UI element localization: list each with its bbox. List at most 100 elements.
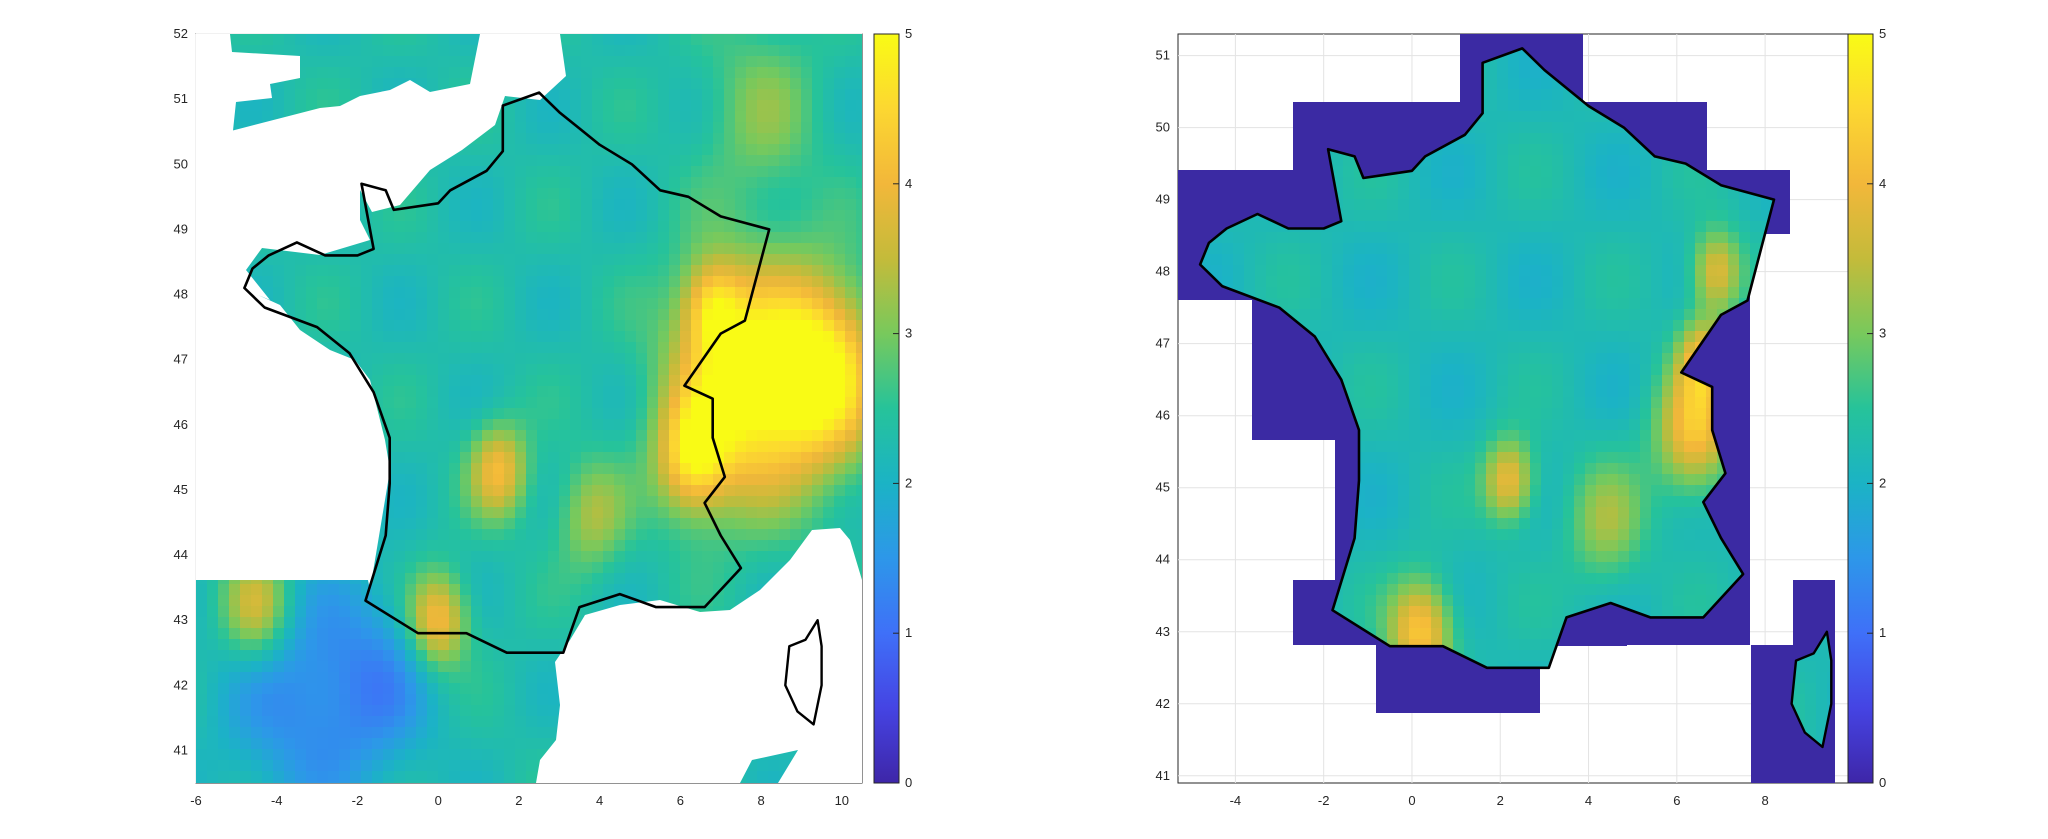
field-cell (856, 375, 862, 387)
field-cell (372, 320, 384, 332)
field-cell (669, 254, 681, 266)
field-cell (515, 628, 527, 640)
field-cell (581, 309, 593, 321)
field-cell (768, 562, 780, 574)
field-cell (746, 177, 758, 189)
field-cell (768, 507, 780, 519)
field-cell (790, 210, 802, 222)
field-cell (603, 188, 615, 200)
field-cell (702, 232, 714, 244)
field-cell (526, 408, 538, 420)
field-cell (405, 551, 417, 563)
field-cell (383, 727, 395, 739)
field-cell (537, 419, 549, 431)
field-cell (1343, 155, 1355, 167)
field-cell (306, 89, 318, 101)
field-cell (515, 452, 527, 464)
field-cell (361, 34, 373, 46)
field-cell (757, 309, 769, 321)
field-cell (427, 67, 439, 79)
field-cell (812, 276, 824, 288)
field-cell (757, 760, 769, 772)
field-cell (592, 67, 604, 79)
field-cell (746, 551, 758, 563)
field-cell (482, 716, 494, 728)
field-cell (251, 716, 263, 728)
field-cell (482, 166, 494, 178)
field-cell (845, 320, 857, 332)
field-cell (680, 89, 692, 101)
field-cell (636, 573, 648, 585)
field-cell (471, 529, 483, 541)
field-cell (416, 771, 428, 783)
field-cell (625, 507, 637, 519)
field-cell (757, 430, 769, 442)
field-cell (273, 628, 285, 640)
field-cell (394, 595, 406, 607)
field-cell (735, 144, 747, 156)
field-cell (834, 419, 846, 431)
field-cell (284, 45, 296, 57)
field-cell (449, 683, 461, 695)
field-cell (559, 45, 571, 57)
field-cell (768, 353, 780, 365)
field-cell (295, 298, 307, 310)
field-cell (746, 430, 758, 442)
field-cell (328, 56, 340, 68)
field-cell (779, 529, 791, 541)
field-cell (328, 661, 340, 673)
field-cell (680, 474, 692, 486)
field-cell (823, 331, 835, 343)
field-cell (229, 683, 241, 695)
field-cell (339, 78, 351, 90)
field-cell (757, 320, 769, 332)
field-cell (647, 529, 659, 541)
field-cell (394, 474, 406, 486)
field-cell (1552, 111, 1564, 123)
field-cell (658, 67, 670, 79)
field-cell (746, 232, 758, 244)
field-cell (515, 320, 527, 332)
field-cell (691, 540, 703, 552)
field-cell (207, 650, 219, 662)
field-cell (526, 155, 538, 167)
field-cell (273, 111, 285, 123)
field-cell (834, 430, 846, 442)
field-cell (702, 562, 714, 574)
field-cell (735, 375, 747, 387)
field-cell (592, 56, 604, 68)
field-cell (1464, 155, 1476, 167)
field-cell (251, 111, 263, 123)
field-cell (669, 34, 681, 46)
field-cell (515, 463, 527, 475)
field-cell (746, 133, 758, 145)
field-cell (394, 782, 406, 783)
field-cell (295, 782, 307, 783)
field-cell (262, 639, 274, 651)
field-cell (592, 34, 604, 46)
field-cell (625, 408, 637, 420)
field-cell (746, 276, 758, 288)
field-cell (614, 188, 626, 200)
field-cell (482, 408, 494, 420)
field-cell (438, 287, 450, 299)
field-cell (526, 529, 538, 541)
field-cell (526, 452, 538, 464)
field-cell (581, 496, 593, 508)
field-cell (724, 430, 736, 442)
field-cell (460, 738, 472, 750)
field-cell (416, 177, 428, 189)
field-cell (449, 430, 461, 442)
field-cell (262, 650, 274, 662)
field-cell (559, 100, 571, 112)
field-cell (460, 617, 472, 629)
field-cell (581, 56, 593, 68)
field-cell (746, 408, 758, 420)
field-cell (515, 496, 527, 508)
field-cell (658, 397, 670, 409)
field-cell (328, 331, 340, 343)
field-cell (526, 738, 538, 750)
field-cell (834, 243, 846, 255)
field-cell (449, 496, 461, 508)
field-cell (581, 298, 593, 310)
